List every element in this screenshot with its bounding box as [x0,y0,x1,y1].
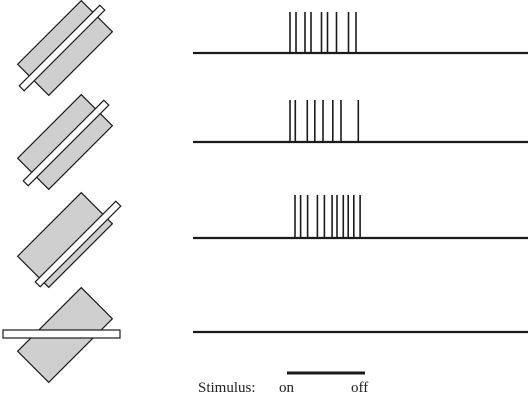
stimulus-off-label: off [351,380,369,396]
receptive-field-3 [16,191,114,289]
stimulus-icon-row-2 [16,93,114,191]
spike-group-row-3 [294,195,361,238]
stimulus-on-label: on [279,380,294,396]
stimulus-icon-row-1 [16,0,114,97]
stimulus-icon-row-3 [16,191,122,289]
stimulus-label: Stimulus: [198,380,256,396]
spike-group-row-1 [289,12,357,53]
light-bar-2 [22,99,110,187]
light-bar-3 [34,200,122,288]
spike-group-row-2 [289,100,360,142]
light-bar-1 [18,4,106,92]
light-bar-4 [2,329,121,339]
stimulus-icon-row-4 [2,286,121,384]
